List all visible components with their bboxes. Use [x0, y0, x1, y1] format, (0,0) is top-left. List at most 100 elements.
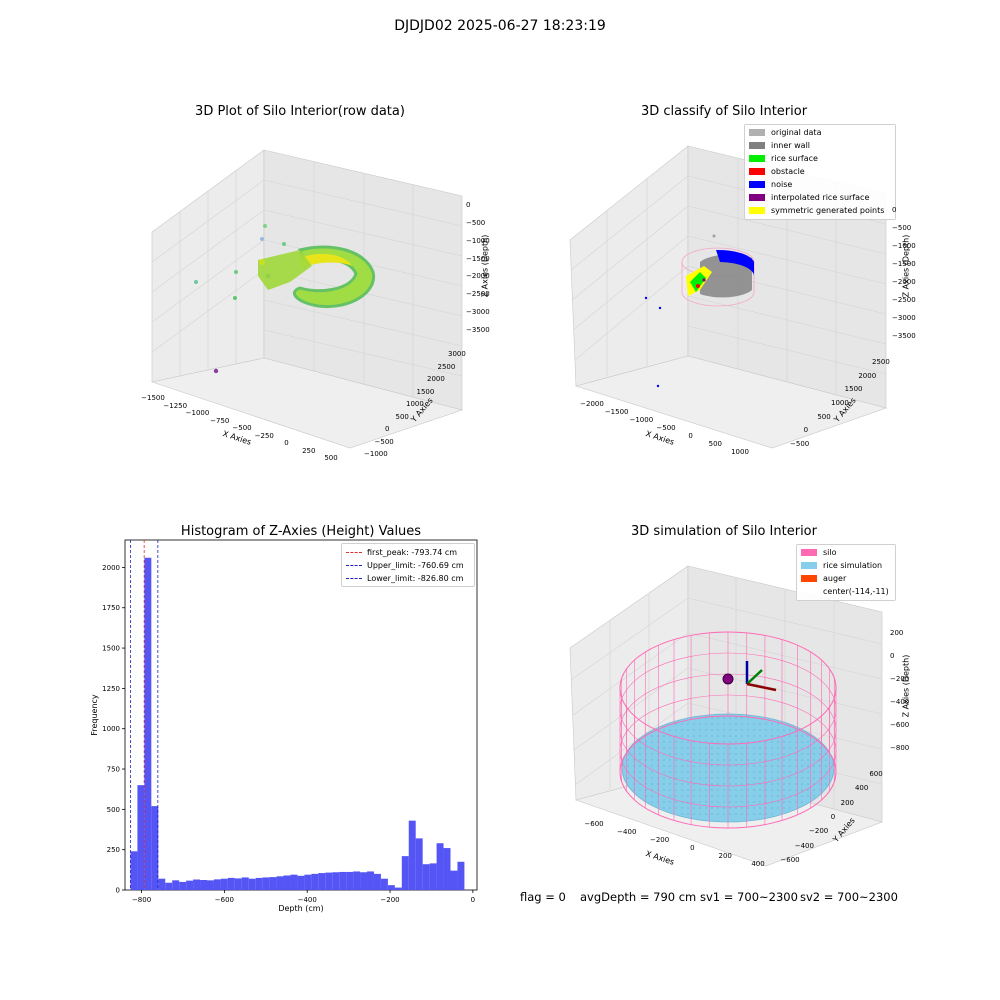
- rice-mesh-point: [741, 789, 743, 791]
- rice-mesh-point: [759, 789, 761, 791]
- rice-mesh-point: [747, 795, 749, 797]
- rice-mesh-point: [669, 747, 671, 749]
- rice-mesh-point: [711, 759, 713, 761]
- rice-mesh-point: [765, 777, 767, 779]
- rice-mesh-point: [675, 783, 677, 785]
- rice-mesh-point: [765, 789, 767, 791]
- legend-entry: center(-114,-11): [797, 585, 895, 598]
- x-tick-label: −500: [656, 424, 676, 432]
- rice-mesh-point: [801, 795, 803, 797]
- x-tick-label: −200: [380, 896, 399, 904]
- legend-label: symmetric generated points: [771, 206, 885, 215]
- rice-mesh-point: [801, 741, 803, 743]
- legend-entry: obstacle: [745, 165, 895, 178]
- rice-mesh-point: [789, 789, 791, 791]
- legend-label: auger: [823, 574, 847, 583]
- panel4-axis-x: [746, 682, 777, 692]
- panel1-point: [234, 270, 238, 274]
- rice-mesh-point: [735, 735, 737, 737]
- y-tick-label: −400: [794, 841, 814, 850]
- panel3-xticks: −800 −600 −400 −200 0: [132, 890, 475, 904]
- rice-mesh-point: [801, 753, 803, 755]
- rice-mesh-point: [813, 795, 815, 797]
- x-tick-label: −600: [584, 820, 604, 828]
- rice-mesh-point: [711, 723, 713, 725]
- rice-mesh-point: [747, 765, 749, 767]
- rice-mesh-point: [801, 735, 803, 737]
- rice-mesh-point: [735, 723, 737, 725]
- rice-mesh-point: [681, 777, 683, 779]
- rice-mesh-point: [729, 771, 731, 773]
- rice-mesh-point: [639, 771, 641, 773]
- rice-mesh-point: [711, 735, 713, 737]
- rice-mesh-point: [759, 723, 761, 725]
- rice-mesh-point: [675, 771, 677, 773]
- legend-swatch: [749, 181, 765, 188]
- rice-mesh-point: [747, 717, 749, 719]
- z-tick-label: 200: [890, 629, 904, 637]
- rice-mesh-point: [699, 723, 701, 725]
- y-tick-label: 1250: [102, 685, 120, 693]
- rice-mesh-point: [819, 747, 821, 749]
- rice-mesh-point: [729, 747, 731, 749]
- rice-mesh-point: [801, 789, 803, 791]
- rice-mesh-point: [711, 813, 713, 815]
- rice-mesh-point: [753, 801, 755, 803]
- rice-mesh-point: [789, 747, 791, 749]
- legend-label: noise: [771, 180, 793, 189]
- rice-mesh-point: [735, 759, 737, 761]
- rice-mesh-point: [795, 771, 797, 773]
- rice-mesh-point: [693, 759, 695, 761]
- panel1-silo-ring: [293, 245, 376, 309]
- rice-mesh-point: [675, 735, 677, 737]
- rice-mesh-point: [669, 729, 671, 731]
- legend-entry: rice simulation: [797, 559, 895, 572]
- legend-entry: rice surface: [745, 152, 895, 165]
- legend-label: inner wall: [771, 141, 811, 150]
- rice-mesh-point: [663, 777, 665, 779]
- rice-mesh-point: [819, 777, 821, 779]
- rice-mesh-point: [747, 771, 749, 773]
- rice-mesh-point: [807, 747, 809, 749]
- rice-mesh-point: [789, 807, 791, 809]
- y-tick-label: −500: [374, 437, 394, 446]
- rice-mesh-point: [711, 801, 713, 803]
- panel2-interpolated: [702, 278, 706, 282]
- rice-mesh-point: [711, 783, 713, 785]
- rice-mesh-point: [663, 729, 665, 731]
- rice-mesh-point: [765, 723, 767, 725]
- rice-mesh-point: [753, 813, 755, 815]
- rice-mesh-point: [753, 777, 755, 779]
- rice-mesh-point: [819, 765, 821, 767]
- rice-mesh-point: [663, 789, 665, 791]
- rice-mesh-point: [759, 801, 761, 803]
- rice-mesh-point: [729, 789, 731, 791]
- y-tick-label: 500: [817, 412, 831, 421]
- rice-mesh-point: [717, 771, 719, 773]
- rice-mesh-point: [777, 753, 779, 755]
- rice-mesh-point: [711, 729, 713, 731]
- rice-mesh-point: [765, 813, 767, 815]
- rice-mesh-point: [825, 783, 827, 785]
- rice-mesh-point: [723, 813, 725, 815]
- rice-mesh-point: [807, 783, 809, 785]
- y-tick-label: 2000: [102, 564, 120, 572]
- rice-mesh-point: [663, 771, 665, 773]
- rice-mesh-point: [639, 789, 641, 791]
- rice-mesh-point: [639, 747, 641, 749]
- rice-mesh-point: [777, 735, 779, 737]
- z-tick-label: −3500: [892, 332, 916, 340]
- rice-mesh-point: [741, 729, 743, 731]
- rice-mesh-point: [735, 741, 737, 743]
- rice-mesh-point: [795, 795, 797, 797]
- panel3-title: Histogram of Z-Axies (Height) Values: [180, 524, 422, 539]
- histogram-bar: [290, 874, 298, 890]
- rice-mesh-point: [693, 777, 695, 779]
- rice-mesh-point: [735, 801, 737, 803]
- rice-mesh-point: [765, 729, 767, 731]
- rice-mesh-point: [789, 765, 791, 767]
- y-tick-label: 500: [395, 412, 409, 421]
- rice-mesh-point: [705, 747, 707, 749]
